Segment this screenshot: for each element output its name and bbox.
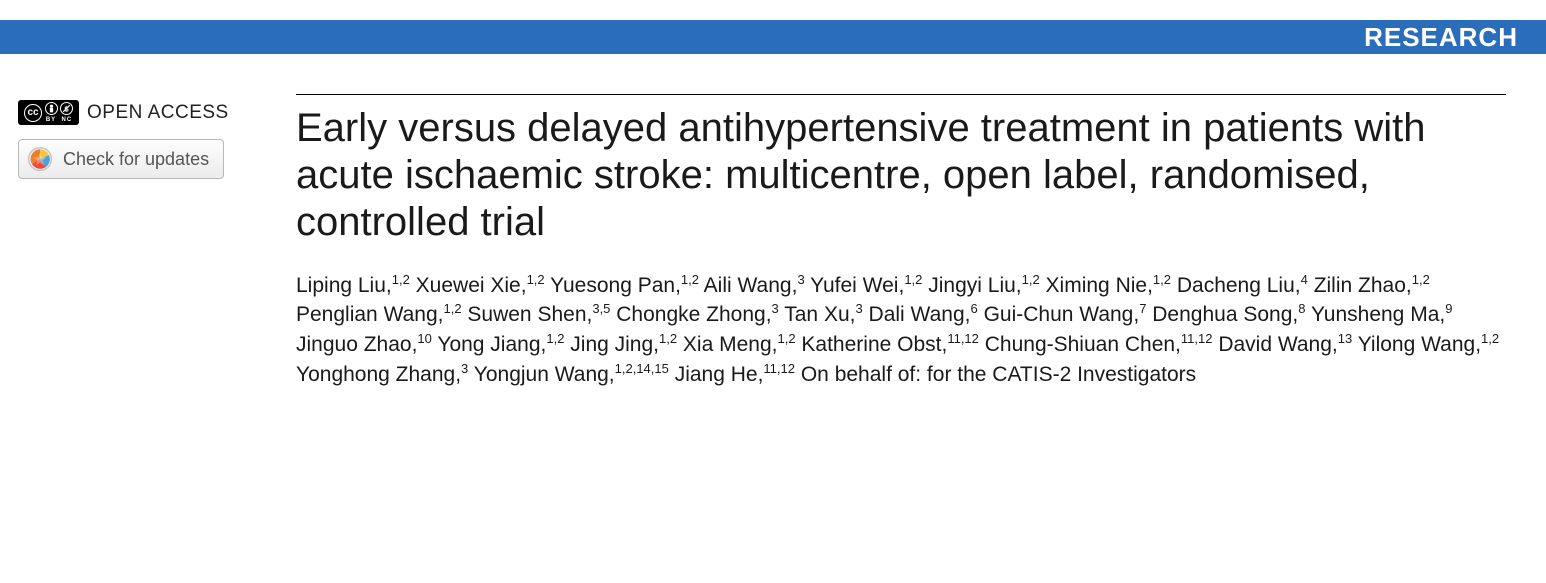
author-affiliation: 4 <box>1301 272 1308 287</box>
author-affiliation: 6 <box>970 301 977 316</box>
author-affiliation: 1,2 <box>546 331 564 346</box>
content-area: cc $ BY NC OPEN ACCESS <box>0 54 1546 390</box>
author-affiliation: 3 <box>797 272 804 287</box>
author: Zilin Zhao,1,2 <box>1314 274 1430 297</box>
cc-nc-circle: $ <box>60 102 73 115</box>
author: Yonghong Zhang,3 <box>296 363 468 386</box>
author-affiliation: 9 <box>1445 301 1452 316</box>
author: Yuesong Pan,1,2 <box>550 274 699 297</box>
author: Aili Wang,3 <box>704 274 805 297</box>
title-rule <box>296 94 1506 95</box>
author: Jingyi Liu,1,2 <box>928 274 1039 297</box>
author-affiliation: 1,2 <box>1022 272 1040 287</box>
author: Jiang He,11,12 <box>675 363 795 386</box>
author: Ximing Nie,1,2 <box>1046 274 1171 297</box>
author-affiliation: 1,2 <box>777 331 795 346</box>
author-affiliation: 11,12 <box>1181 331 1213 346</box>
author-affiliation: 10 <box>417 331 431 346</box>
author: Jinguo Zhao,10 <box>296 333 432 356</box>
article-title: Early versus delayed antihypertensive tr… <box>296 105 1506 247</box>
author: Yong Jiang,1,2 <box>437 333 564 356</box>
author-affiliation: 1,2 <box>1153 272 1171 287</box>
author: Penglian Wang,1,2 <box>296 303 462 326</box>
section-header-bar: RESEARCH <box>0 20 1546 54</box>
author: Jing Jing,1,2 <box>570 333 677 356</box>
check-updates-button[interactable]: Check for updates <box>18 139 224 179</box>
author: Gui-Chun Wang,7 <box>984 303 1147 326</box>
author: Tan Xu,3 <box>784 303 862 326</box>
article-main: Early versus delayed antihypertensive tr… <box>296 94 1546 390</box>
author: Suwen Shen,3,5 <box>467 303 610 326</box>
author-affiliation: 1,2,14,15 <box>615 361 669 376</box>
author-affiliation: 1,2 <box>659 331 677 346</box>
author: Liping Liu,1,2 <box>296 274 410 297</box>
author: Xia Meng,1,2 <box>683 333 796 356</box>
author-affiliation: 1,2 <box>681 272 699 287</box>
author-affiliation: 13 <box>1338 331 1352 346</box>
on-behalf-text: On behalf of: for the CATIS-2 Investigat… <box>801 363 1196 386</box>
author-affiliation: 1,2 <box>904 272 922 287</box>
author-affiliation: 7 <box>1139 301 1146 316</box>
author-affiliation: 1,2 <box>1481 331 1499 346</box>
open-access-label: OPEN ACCESS <box>87 102 229 124</box>
author-affiliation: 1,2 <box>1412 272 1430 287</box>
cc-by-circle <box>45 102 58 115</box>
author: Denghua Song,8 <box>1152 303 1305 326</box>
author: Yongjun Wang,1,2,14,15 <box>474 363 669 386</box>
sidebar: cc $ BY NC OPEN ACCESS <box>18 94 278 390</box>
author-affiliation: 3 <box>772 301 779 316</box>
cc-license-icon: cc $ BY NC <box>18 100 79 125</box>
author-affiliation: 11,12 <box>947 331 979 346</box>
cc-main-circle: cc <box>24 104 42 122</box>
author: Yufei Wei,1,2 <box>810 274 922 297</box>
author: Katherine Obst,11,12 <box>801 333 979 356</box>
author-affiliation: 8 <box>1298 301 1305 316</box>
author-affiliation: 1,2 <box>392 272 410 287</box>
author: Dacheng Liu,4 <box>1177 274 1308 297</box>
author: Dali Wang,6 <box>869 303 978 326</box>
authors-block: Liping Liu,1,2 Xuewei Xie,1,2 Yuesong Pa… <box>296 271 1506 390</box>
author: Yunsheng Ma,9 <box>1311 303 1453 326</box>
author-affiliation: 1,2 <box>527 272 545 287</box>
author-affiliation: 1,2 <box>443 301 461 316</box>
author-affiliation: 3 <box>461 361 468 376</box>
author: Chung-Shiuan Chen,11,12 <box>985 333 1213 356</box>
author: Chongke Zhong,3 <box>616 303 779 326</box>
check-updates-label: Check for updates <box>63 149 209 170</box>
crossmark-icon <box>27 146 53 172</box>
author-affiliation: 11,12 <box>763 361 795 376</box>
open-access-badge: cc $ BY NC OPEN ACCESS <box>18 100 278 125</box>
author-affiliation: 3 <box>855 301 862 316</box>
author-affiliation: 3,5 <box>592 301 610 316</box>
author: David Wang,13 <box>1218 333 1352 356</box>
author: Xuewei Xie,1,2 <box>416 274 545 297</box>
section-label: RESEARCH <box>1364 22 1518 53</box>
author: Yilong Wang,1,2 <box>1358 333 1499 356</box>
